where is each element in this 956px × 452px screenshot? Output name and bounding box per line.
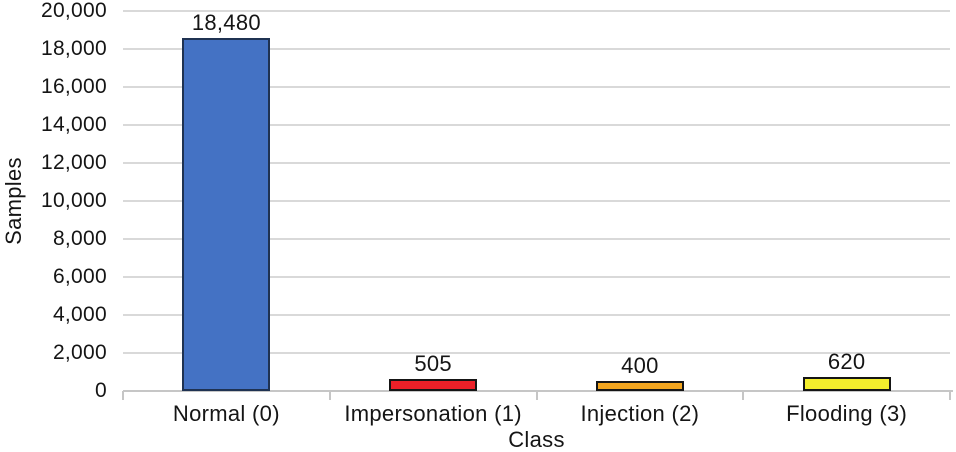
x-tick-label: Impersonation (1) — [344, 401, 522, 426]
x-axis-tick — [742, 391, 745, 400]
gridline — [123, 314, 950, 316]
x-axis-line — [123, 390, 953, 392]
y-tick-label: 0 — [95, 379, 107, 402]
y-tick-label: 8,000 — [52, 227, 107, 250]
y-tick-label: 20,000 — [40, 0, 107, 22]
bar-impersonation-1 — [389, 379, 478, 391]
gridline — [123, 86, 950, 88]
bar-flooding-3 — [802, 377, 891, 391]
y-tick-label: 10,000 — [40, 189, 107, 212]
bar-normal-0 — [182, 37, 271, 391]
gridline — [123, 162, 950, 164]
x-axis-tick — [328, 391, 331, 400]
x-axis-title: Class — [508, 427, 565, 452]
y-tick-label: 4,000 — [52, 303, 107, 326]
x-tick-label: Normal (0) — [172, 401, 280, 426]
x-axis-tick — [122, 391, 124, 400]
bar-injection-2 — [595, 381, 684, 391]
x-axis-tick — [949, 391, 951, 400]
bar-value-label: 505 — [414, 351, 452, 377]
gridline — [123, 124, 950, 126]
bar-value-label: 620 — [827, 349, 866, 375]
x-tick-label: Injection (2) — [580, 401, 700, 426]
y-tick-label: 6,000 — [52, 265, 107, 288]
gridline — [123, 10, 950, 12]
bar-value-label: 400 — [621, 353, 659, 379]
x-tick-label: Flooding (3) — [786, 401, 908, 426]
x-axis-tick — [535, 391, 538, 400]
y-tick-label: 18,000 — [40, 37, 107, 60]
y-tick-label: 2,000 — [52, 341, 107, 364]
y-tick-label: 16,000 — [40, 75, 107, 98]
gridline — [123, 352, 950, 354]
y-tick-label: 14,000 — [40, 113, 107, 136]
y-tick-label: 12,000 — [40, 151, 107, 174]
gridline — [123, 238, 950, 240]
gridline — [123, 48, 950, 50]
gridline — [123, 200, 950, 202]
bar-value-label: 18,480 — [191, 9, 261, 35]
gridline — [123, 276, 950, 278]
